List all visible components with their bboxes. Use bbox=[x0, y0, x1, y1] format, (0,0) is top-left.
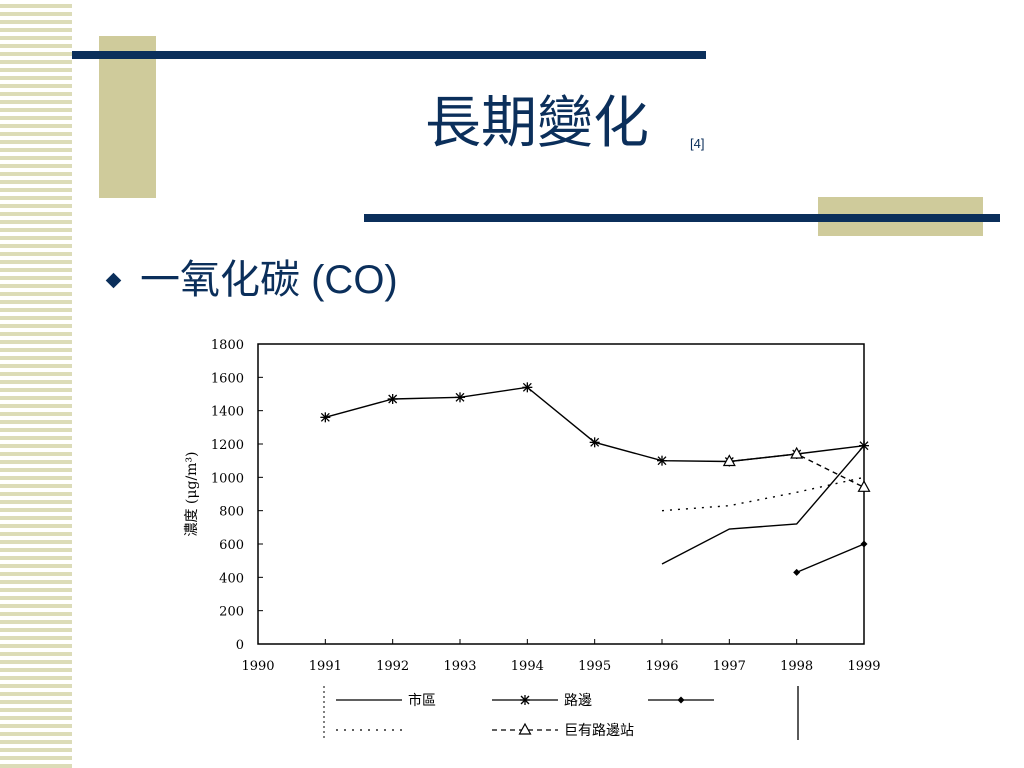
legend-label: 路邊 bbox=[564, 693, 592, 709]
top-rule bbox=[72, 51, 706, 59]
data-point bbox=[589, 437, 600, 448]
data-point bbox=[790, 446, 804, 459]
bullet-diamond-icon bbox=[105, 272, 122, 289]
x-tick-label: 1994 bbox=[511, 659, 544, 674]
y-tick-label: 200 bbox=[219, 605, 244, 620]
x-tick-label: 1999 bbox=[847, 659, 880, 674]
decorative-tan-block bbox=[99, 36, 156, 198]
data-point bbox=[857, 480, 871, 492]
legend-marker bbox=[518, 722, 532, 735]
x-tick-label: 1997 bbox=[713, 659, 746, 674]
data-point bbox=[387, 394, 398, 404]
y-tick-label: 0 bbox=[236, 638, 244, 653]
co-line-chart: 0 200 400 600 800 1000 1200 1400 1600 1800 1990 199… bbox=[184, 338, 881, 740]
data-point bbox=[657, 455, 667, 466]
y-tick-label: 1200 bbox=[211, 438, 244, 453]
x-tick-label: 1990 bbox=[241, 659, 274, 674]
bottom-rule bbox=[364, 214, 1000, 222]
series-line-2 bbox=[325, 386, 865, 463]
y-tick-label: 1800 bbox=[211, 338, 244, 353]
legend-marker bbox=[520, 695, 530, 705]
legend-label: 巨有路邊站 bbox=[564, 723, 634, 739]
x-tick-label: 1992 bbox=[376, 659, 409, 674]
data-point bbox=[320, 412, 331, 423]
decorative-stripes bbox=[0, 0, 72, 768]
series-line-4 bbox=[661, 476, 865, 512]
legend-label: 市區 bbox=[408, 692, 436, 709]
series-line-1 bbox=[661, 445, 865, 565]
slide-title: 長期變化 bbox=[425, 91, 649, 156]
data-point bbox=[860, 540, 868, 548]
bullet-text: 一氧化碳 (CO) bbox=[140, 258, 398, 302]
data-point bbox=[722, 454, 736, 467]
data-point bbox=[522, 382, 533, 393]
y-tick-label: 1600 bbox=[211, 371, 244, 386]
x-tick-label: 1993 bbox=[443, 659, 476, 674]
co-chart: 0 200 400 600 800 1000 1200 1400 1600 1800 1990 199… bbox=[150, 330, 910, 750]
y-tick-label: 1400 bbox=[211, 405, 244, 420]
y-tick-label: 1000 bbox=[211, 471, 244, 486]
y-tick-label: 400 bbox=[219, 571, 244, 586]
x-tick-label: 1998 bbox=[780, 659, 813, 674]
x-tick-label: 1995 bbox=[578, 659, 611, 674]
title-reference: [4] bbox=[690, 136, 705, 151]
x-tick-label: 1991 bbox=[309, 659, 342, 674]
plot-frame bbox=[257, 343, 865, 645]
series-line-3 bbox=[796, 543, 865, 573]
data-point bbox=[455, 392, 465, 403]
y-axis-label: 濃度 (μg/m³) bbox=[184, 451, 200, 536]
y-tick-label: 600 bbox=[219, 538, 244, 553]
x-tick-label: 1996 bbox=[645, 659, 678, 674]
legend-marker bbox=[677, 696, 685, 704]
data-point bbox=[859, 440, 869, 451]
y-tick-label: 800 bbox=[219, 505, 244, 520]
data-point bbox=[793, 568, 801, 576]
